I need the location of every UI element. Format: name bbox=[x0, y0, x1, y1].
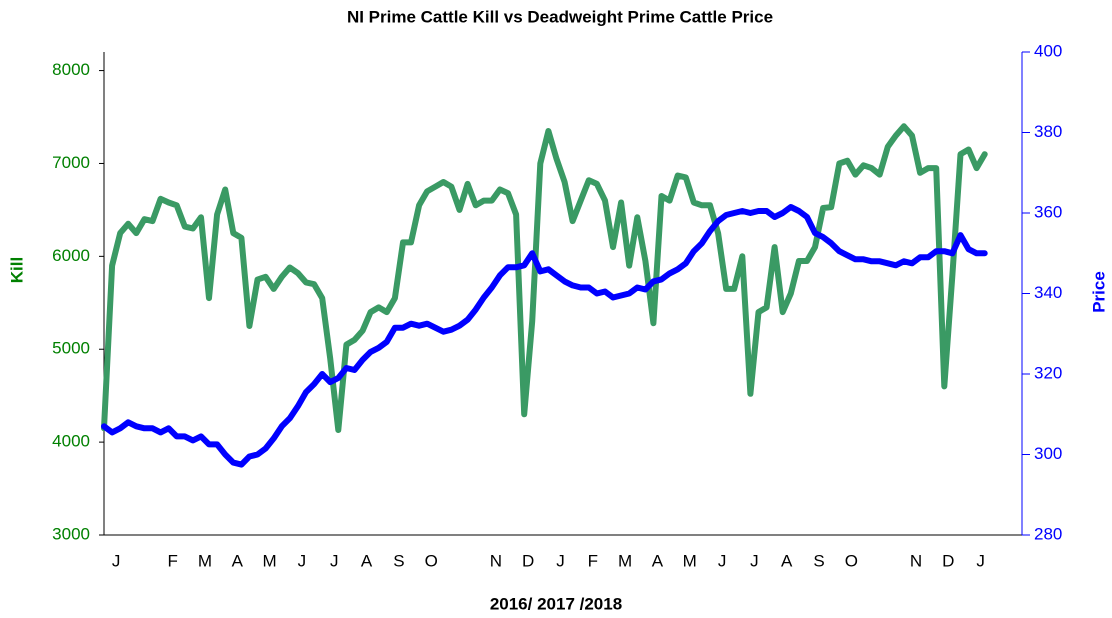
y2-tick-label: 300 bbox=[1034, 444, 1062, 463]
y2-tick-label: 400 bbox=[1034, 41, 1062, 60]
x-tick-label: O bbox=[425, 551, 438, 570]
y2-tick-label: 340 bbox=[1034, 283, 1062, 302]
y-tick-label: 8000 bbox=[52, 60, 90, 79]
x-tick-label: M bbox=[618, 551, 632, 570]
x-tick-label: J bbox=[298, 551, 307, 570]
x-tick-label: J bbox=[112, 551, 121, 570]
line-series bbox=[101, 123, 988, 433]
x-tick-label: A bbox=[361, 551, 373, 570]
x-tick-label: S bbox=[393, 551, 404, 570]
x-axis-title: 2016/ 2017 /2018 bbox=[490, 594, 622, 613]
x-tick-label: D bbox=[522, 551, 534, 570]
x-tick-label: M bbox=[263, 551, 277, 570]
y2-tick-label: 320 bbox=[1034, 363, 1062, 382]
y-tick-label: 6000 bbox=[52, 246, 90, 265]
chart-title: NI Prime Cattle Kill vs Deadweight Prime… bbox=[347, 7, 773, 26]
x-tick-label: S bbox=[813, 551, 824, 570]
x-tick-label: D bbox=[942, 551, 954, 570]
y-tick-label: 7000 bbox=[52, 153, 90, 172]
y-tick-label: 4000 bbox=[52, 432, 90, 451]
y2-tick-label: 380 bbox=[1034, 122, 1062, 141]
y2-axis-title: Price bbox=[1089, 271, 1108, 313]
y2-tick-label: 280 bbox=[1034, 524, 1062, 543]
line-series bbox=[101, 204, 988, 468]
x-tick-label: J bbox=[556, 551, 565, 570]
x-tick-label: F bbox=[588, 551, 598, 570]
y-tick-label: 5000 bbox=[52, 339, 90, 358]
x-tick-label: N bbox=[910, 551, 922, 570]
x-tick-label: J bbox=[976, 551, 985, 570]
x-tick-label: M bbox=[683, 551, 697, 570]
y-axis-title: Kill bbox=[7, 257, 26, 283]
x-tick-label: O bbox=[845, 551, 858, 570]
x-tick-label: J bbox=[718, 551, 727, 570]
x-tick-label: F bbox=[167, 551, 177, 570]
x-tick-label: J bbox=[330, 551, 339, 570]
x-tick-label: A bbox=[232, 551, 244, 570]
x-tick-label: A bbox=[652, 551, 664, 570]
y2-tick-label: 360 bbox=[1034, 202, 1062, 221]
x-tick-label: N bbox=[490, 551, 502, 570]
x-tick-label: A bbox=[781, 551, 793, 570]
y-tick-label: 3000 bbox=[52, 524, 90, 543]
x-tick-label: J bbox=[750, 551, 759, 570]
x-tick-label: M bbox=[198, 551, 212, 570]
